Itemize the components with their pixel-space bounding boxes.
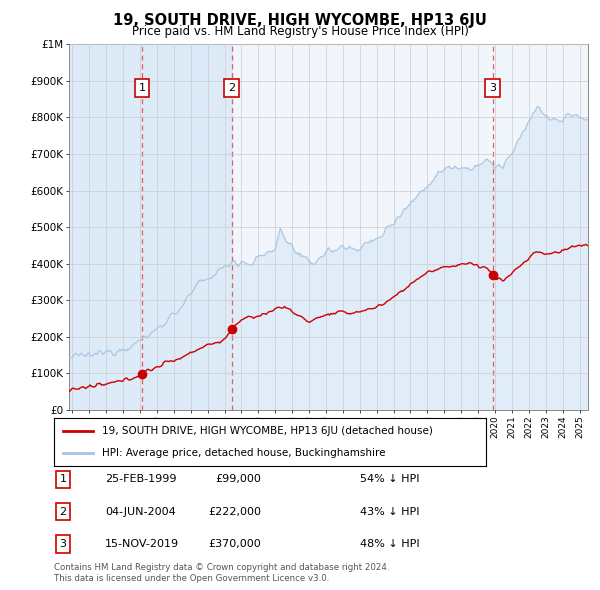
Bar — [142, 44, 232, 410]
Bar — [493, 44, 588, 410]
Text: 25-FEB-1999: 25-FEB-1999 — [105, 474, 176, 484]
Text: 48% ↓ HPI: 48% ↓ HPI — [360, 539, 419, 549]
Text: 54% ↓ HPI: 54% ↓ HPI — [360, 474, 419, 484]
Text: £370,000: £370,000 — [208, 539, 261, 549]
Text: 04-JUN-2004: 04-JUN-2004 — [105, 507, 176, 516]
Text: 43% ↓ HPI: 43% ↓ HPI — [360, 507, 419, 516]
Text: 1: 1 — [59, 474, 67, 484]
Text: 2: 2 — [59, 507, 67, 516]
Bar — [232, 44, 493, 410]
Text: 15-NOV-2019: 15-NOV-2019 — [105, 539, 179, 549]
Text: 1: 1 — [139, 83, 146, 93]
Text: Contains HM Land Registry data © Crown copyright and database right 2024.: Contains HM Land Registry data © Crown c… — [54, 563, 389, 572]
Text: Price paid vs. HM Land Registry's House Price Index (HPI): Price paid vs. HM Land Registry's House … — [131, 25, 469, 38]
Text: 19, SOUTH DRIVE, HIGH WYCOMBE, HP13 6JU: 19, SOUTH DRIVE, HIGH WYCOMBE, HP13 6JU — [113, 13, 487, 28]
Text: 3: 3 — [59, 539, 67, 549]
Text: This data is licensed under the Open Government Licence v3.0.: This data is licensed under the Open Gov… — [54, 574, 329, 583]
Text: 2: 2 — [228, 83, 235, 93]
Text: HPI: Average price, detached house, Buckinghamshire: HPI: Average price, detached house, Buck… — [101, 448, 385, 458]
Bar — [69, 44, 142, 410]
Text: £99,000: £99,000 — [215, 474, 261, 484]
Text: £222,000: £222,000 — [208, 507, 261, 516]
Text: 19, SOUTH DRIVE, HIGH WYCOMBE, HP13 6JU (detached house): 19, SOUTH DRIVE, HIGH WYCOMBE, HP13 6JU … — [101, 426, 433, 436]
Text: 3: 3 — [490, 83, 496, 93]
